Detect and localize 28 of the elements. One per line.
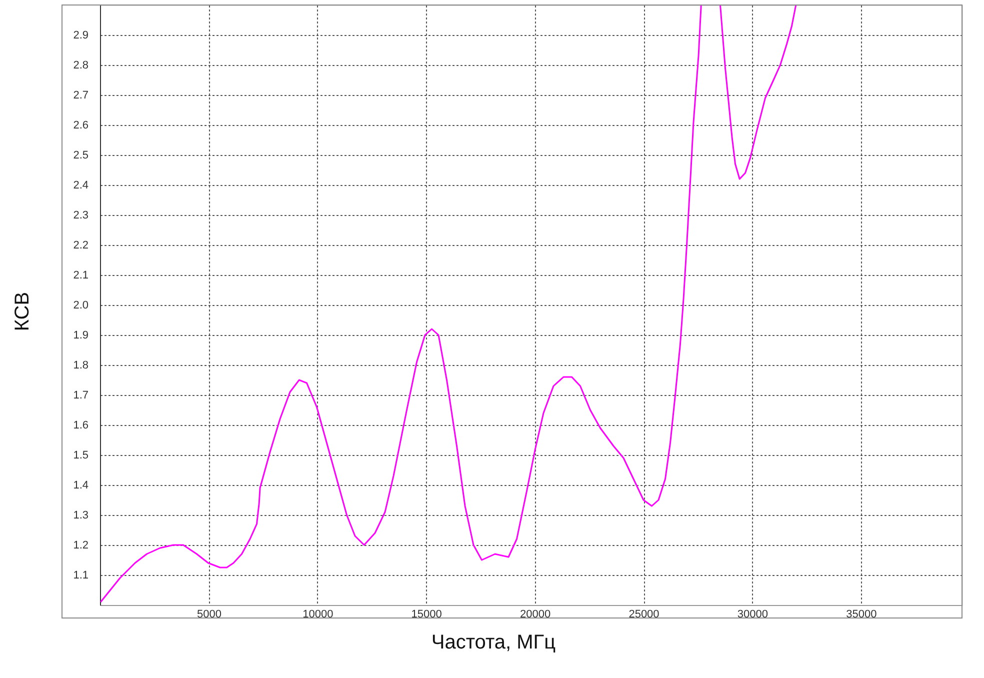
y-tick-label: 1.2 [73, 540, 88, 552]
y-tick-label: 1.1 [73, 570, 88, 582]
y-tick-label: 2.9 [73, 30, 88, 42]
y-tick-label: 2.0 [73, 300, 88, 312]
x-tick-label: 35000 [846, 608, 877, 620]
x-tick-label: 15000 [411, 608, 442, 620]
y-tick-label: 2.8 [73, 60, 88, 72]
y-tick-label: 2.5 [73, 150, 88, 162]
y-tick-label: 1.6 [73, 420, 88, 432]
x-tick-label: 25000 [628, 608, 660, 620]
y-tick-label: 1.9 [73, 330, 88, 342]
x-tick-label: 10000 [302, 608, 334, 620]
x-tick-label: 5000 [196, 608, 222, 620]
y-tick-label: 2.2 [73, 240, 88, 252]
y-tick-label: 1.5 [73, 450, 88, 462]
y-tick-label: 2.6 [73, 120, 88, 132]
y-tick-label: 1.3 [73, 510, 88, 522]
y-tick-label: 1.8 [73, 360, 88, 372]
x-tick-label: 30000 [737, 608, 768, 620]
y-axis-title: КСВ [12, 292, 34, 332]
x-axis-title: Частота, МГц [431, 632, 556, 654]
y-tick-label: 1.4 [73, 480, 88, 492]
y-tick-label: 1.7 [73, 390, 88, 402]
y-tick-label: 2.3 [73, 210, 88, 222]
y-tick-label: 2.7 [73, 90, 88, 102]
x-tick-label: 20000 [520, 608, 551, 620]
y-tick-label: 2.1 [73, 270, 88, 282]
y-tick-label: 2.4 [73, 180, 88, 192]
